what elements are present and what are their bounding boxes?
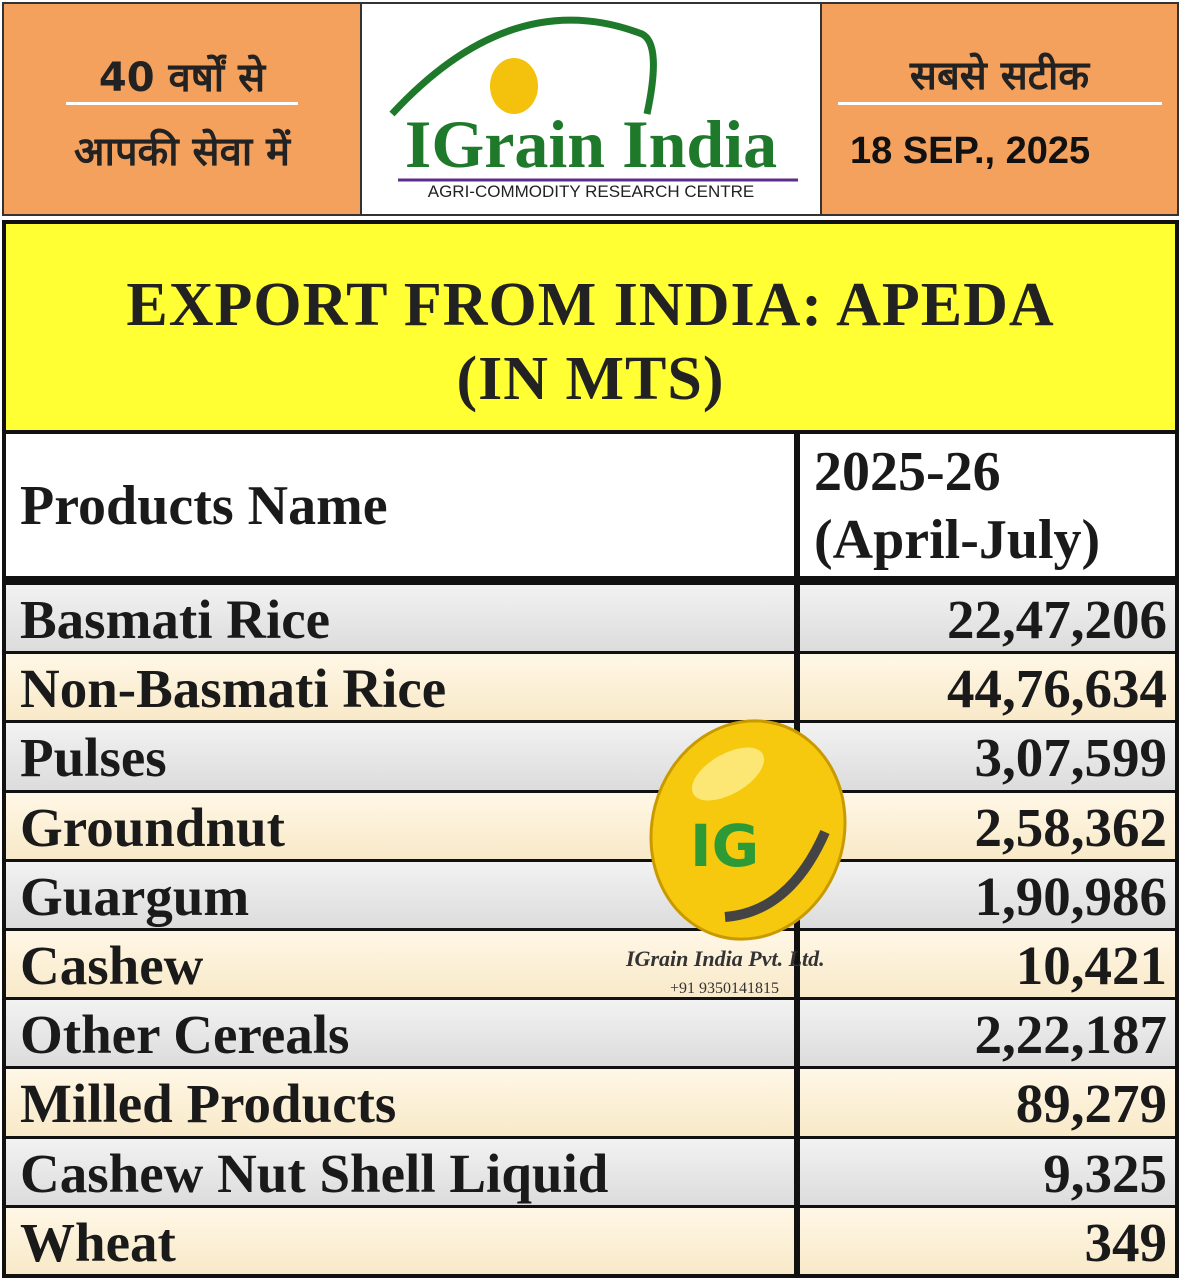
row-rule — [6, 789, 1175, 793]
row-rule — [6, 582, 1175, 585]
tagline: सबसे सटीक — [909, 53, 1090, 99]
product-name: Guargum — [20, 865, 250, 927]
date: 18 SEP., 2025 — [850, 130, 1091, 172]
header-right: सबसे सटीक 18 SEP., 2025 — [820, 2, 1179, 216]
row-background — [6, 585, 1175, 652]
column-header: 2025-26 — [814, 441, 1001, 503]
watermark-logo-text: IG — [690, 812, 760, 880]
product-name: Pulses — [20, 727, 167, 789]
export-volume: 89,279 — [1015, 1073, 1167, 1135]
row-background — [6, 1207, 1175, 1274]
row-background — [6, 1069, 1175, 1136]
watermark: IG IGrain India Pvt. Ltd. +91 9350141815 — [620, 712, 870, 1012]
export-volume: 44,76,634 — [947, 658, 1167, 720]
watermark-logo — [649, 719, 847, 941]
arc — [389, 16, 657, 117]
rule — [6, 576, 1175, 582]
export-volume: 22,47,206 — [947, 589, 1167, 650]
row-rule — [6, 1066, 1175, 1070]
divider — [66, 102, 298, 105]
product-name: Other Cereals — [20, 1004, 350, 1066]
export-volume: 9,325 — [1043, 1142, 1167, 1204]
title-line: (IN MTS) — [456, 345, 725, 413]
row-rule — [6, 928, 1175, 931]
product-name: Cashew Nut Shell Liquid — [20, 1142, 609, 1204]
logo-graphic — [389, 16, 798, 182]
product-name: Cashew — [20, 935, 204, 996]
shine — [691, 747, 765, 801]
divider — [838, 102, 1162, 105]
export-volume: 3,07,599 — [974, 727, 1168, 789]
export-volume: 10,421 — [1015, 935, 1167, 996]
watermark-company: IGrain India Pvt. Ltd. — [626, 946, 825, 971]
table: Products Name 2025-26 (April-July) Basma… — [2, 430, 1179, 1278]
export-volume: 2,22,187 — [974, 1004, 1168, 1066]
logo-seed — [490, 58, 538, 114]
logo-title: IGrain India — [404, 106, 778, 182]
product-name: Non-Basmati Rice — [20, 658, 447, 720]
export-volume: 349 — [1084, 1211, 1168, 1273]
column-header: (April-July) — [814, 509, 1101, 571]
row-background — [6, 654, 1175, 721]
product-name: Groundnut — [20, 796, 285, 858]
logo-box: IGrain India AGRI-COMMODITY RESEARCH CEN… — [362, 2, 820, 216]
row-rule — [6, 1204, 1175, 1208]
export-volume: 2,58,362 — [974, 796, 1168, 858]
watermark-phone: +91 9350141815 — [670, 980, 780, 997]
header-left: 40 वर्षों से आपकी सेवा में — [2, 2, 362, 216]
row-background — [6, 861, 1175, 928]
row-background — [6, 931, 1175, 998]
row-rule — [6, 651, 1175, 655]
row-rule — [6, 1135, 1175, 1139]
row-background — [6, 1138, 1175, 1205]
product-name: Basmati Rice — [20, 589, 331, 650]
product-name: Wheat — [20, 1211, 176, 1273]
export-volume: 1,90,986 — [974, 865, 1168, 927]
row-background — [6, 723, 1175, 790]
tagline: 40 वर्षों से — [98, 55, 266, 101]
row-rule — [6, 858, 1175, 862]
row-background — [6, 792, 1175, 859]
logo-subtitle: AGRI-COMMODITY RESEARCH CENTRE — [427, 182, 755, 201]
title-line: EXPORT FROM INDIA: APEDA — [126, 271, 1055, 339]
row-background — [6, 1000, 1175, 1067]
tagline: आपकी सेवा में — [73, 129, 291, 175]
row-rule — [6, 720, 1175, 724]
table-title: EXPORT FROM INDIA: APEDA (IN MTS) — [2, 220, 1179, 430]
swoosh — [724, 829, 830, 922]
product-name: Milled Products — [20, 1073, 397, 1135]
row-rule — [6, 997, 1175, 1001]
column-header: Products Name — [20, 475, 388, 537]
